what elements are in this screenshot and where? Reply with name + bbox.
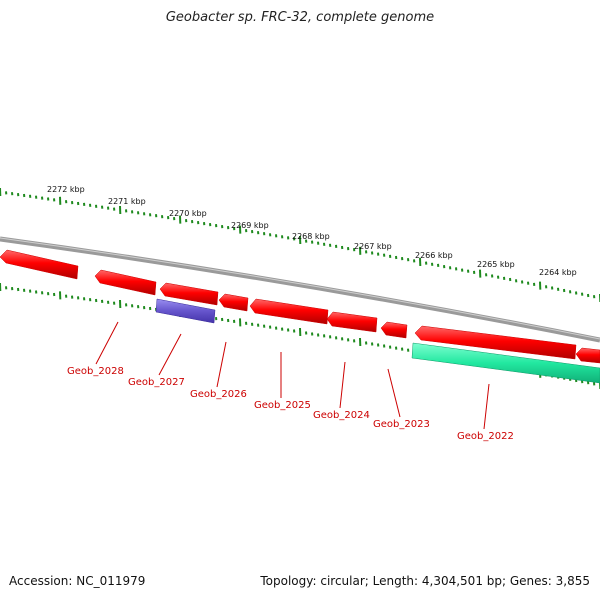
gene-block-blue[interactable] <box>155 298 216 324</box>
gene-arrow-right-edge[interactable] <box>575 347 600 364</box>
kbp-label: 2269 kbp <box>231 221 269 230</box>
gene-arrow-geob-2026[interactable] <box>159 282 219 306</box>
kbp-label: 2272 kbp <box>47 185 85 194</box>
gene-arrow-geob-2025a[interactable] <box>218 293 249 312</box>
gene-track-secondary <box>155 298 600 384</box>
gene-leader-lines <box>95 321 490 430</box>
kbp-label: 2265 kbp <box>477 260 515 269</box>
outer-scale-ticks <box>0 187 600 303</box>
gene-label-geob-2023[interactable]: Geob_2023 <box>373 419 430 430</box>
kbp-label: 2264 kbp <box>539 268 577 277</box>
genome-backbone-highlight <box>0 237 600 340</box>
genome-summary-text: Topology: circular; Length: 4,304,501 bp… <box>260 574 590 588</box>
gene-arrow-geob-2028[interactable] <box>0 249 79 280</box>
gene-arrow-geob-2023[interactable] <box>380 321 408 339</box>
gene-label-geob-2024[interactable]: Geob_2024 <box>313 410 370 421</box>
gene-label-geob-2022[interactable]: Geob_2022 <box>457 431 514 442</box>
kbp-label: 2271 kbp <box>108 197 146 206</box>
genome-backbone <box>0 236 600 343</box>
gene-arrow-geob-2022[interactable] <box>414 325 577 360</box>
gene-arrow-geob-2025[interactable] <box>249 298 329 325</box>
gene-arrow-geob-2027[interactable] <box>94 269 157 296</box>
gene-label-geob-2028[interactable]: Geob_2028 <box>67 366 124 377</box>
gene-block-green[interactable] <box>411 342 600 384</box>
gene-track-forward <box>0 249 600 364</box>
kbp-label: 2268 kbp <box>292 232 330 241</box>
gene-label-geob-2027[interactable]: Geob_2027 <box>128 377 185 388</box>
accession-text: Accession: NC_011979 <box>9 574 146 588</box>
gene-label-geob-2025[interactable]: Geob_2025 <box>254 400 311 411</box>
gene-label-geob-2026[interactable]: Geob_2026 <box>190 389 247 400</box>
kbp-label: 2266 kbp <box>415 251 453 260</box>
genome-title: Geobacter sp. FRC-32, complete genome <box>165 10 435 25</box>
kbp-label: 2270 kbp <box>169 209 207 218</box>
gene-arrow-geob-2024[interactable] <box>326 311 378 333</box>
kbp-label: 2267 kbp <box>354 242 392 251</box>
